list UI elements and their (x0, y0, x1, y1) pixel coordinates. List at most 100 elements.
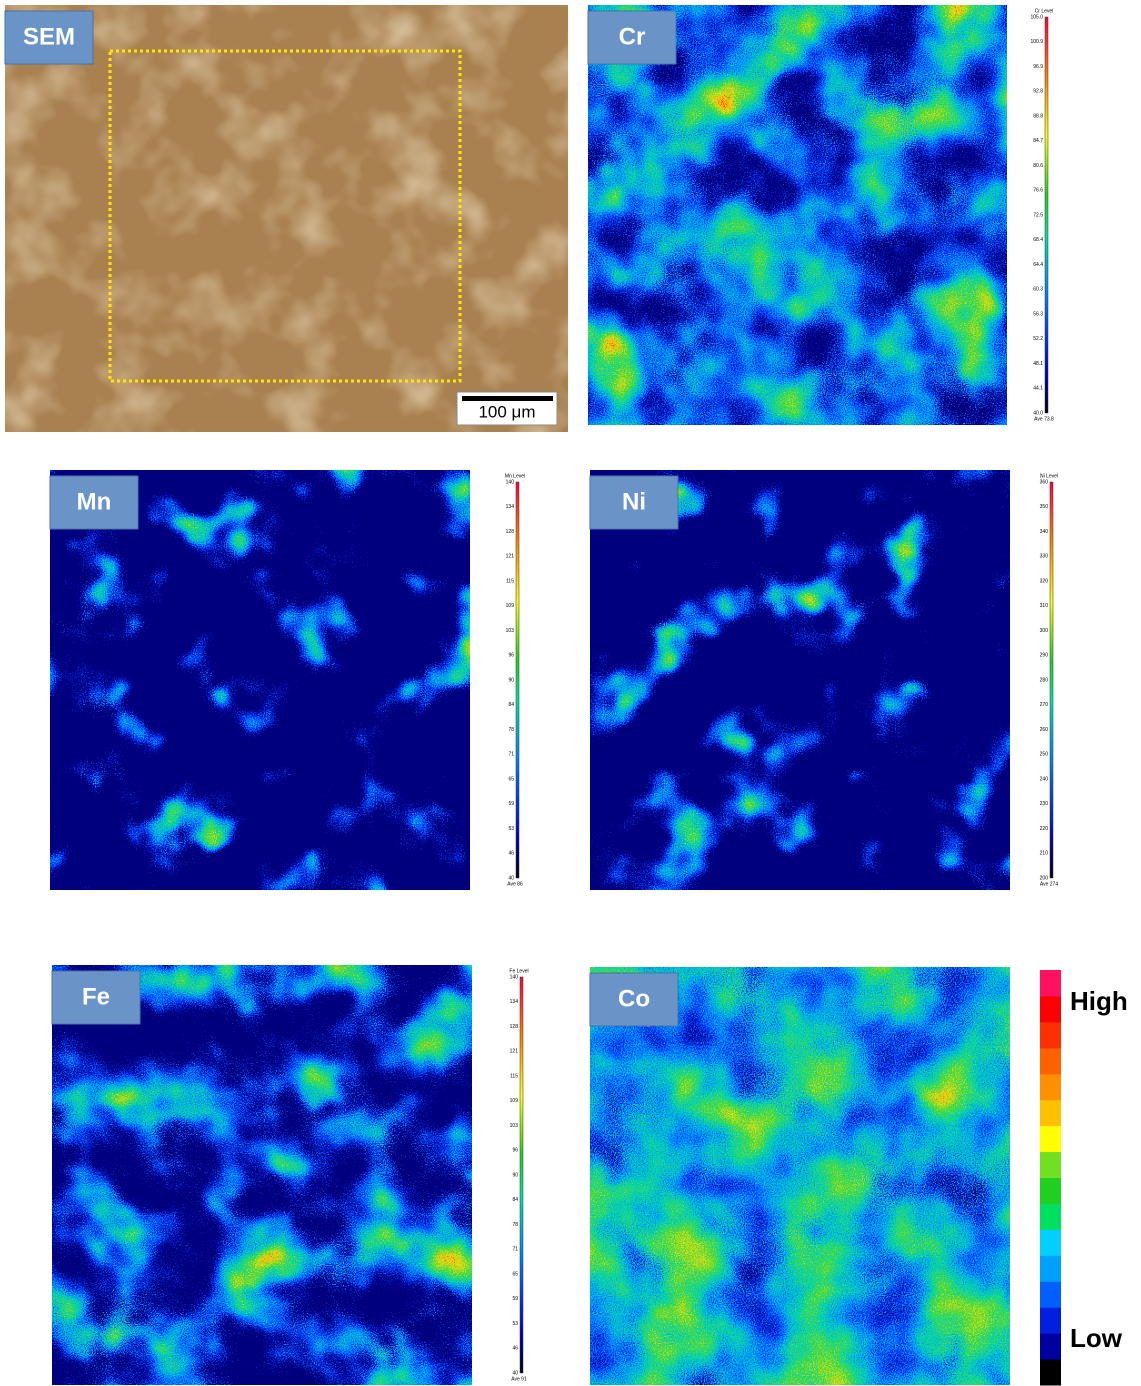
colorbar-tick-label: 52.2 (1033, 336, 1043, 342)
colorbar-tick-label: 46 (508, 851, 514, 857)
colorbar-tick-label: 290 (1040, 653, 1049, 659)
legend-band (1040, 1281, 1061, 1307)
colorbar-tick-label: 68.4 (1033, 237, 1043, 243)
legend-band (1040, 1022, 1061, 1048)
colorbar-tick-label: 103 (506, 628, 515, 634)
colorbar-tick-label: 96 (512, 1148, 518, 1154)
element-map (590, 967, 1010, 1385)
colorbar-tick-label: 105.0 (1030, 14, 1043, 20)
element-map (588, 5, 1007, 425)
panel-label: Co (618, 985, 650, 1012)
colorbar-tick-label: 280 (1040, 677, 1049, 683)
figure: 100 μmSEMCrCr Level105.0100.996.992.888.… (0, 0, 1141, 1386)
colorbar-tick-label: 56.3 (1033, 311, 1043, 317)
colorbar-tick-label: 128 (510, 1024, 519, 1030)
panel-label: Ni (622, 488, 646, 515)
colorbar (1045, 17, 1048, 413)
colorbar-tick-label: 115 (506, 578, 514, 584)
colorbar (1050, 482, 1053, 878)
legend-band (1040, 1152, 1061, 1178)
colorbar-average: Ave 86 (507, 881, 523, 887)
colorbar-tick-label: 59 (512, 1296, 518, 1302)
element-map (50, 470, 470, 890)
scale-bar (462, 396, 553, 401)
colorbar-tick-label: 330 (1040, 554, 1049, 560)
colorbar-tick-label: 78 (508, 727, 514, 733)
element-map (590, 470, 1010, 890)
panel: Co (590, 967, 1010, 1385)
legend-band (1040, 1048, 1061, 1074)
colorbar-tick-label: 65 (508, 776, 514, 782)
colorbar-tick-label: 320 (1040, 578, 1049, 584)
colorbar-tick-label: 260 (1040, 727, 1049, 733)
colorbar-tick-label: 60.3 (1033, 287, 1043, 293)
panel-label: SEM (23, 23, 75, 50)
colorbar-tick-label: 128 (506, 529, 515, 535)
colorbar-tick-label: 65 (512, 1271, 518, 1277)
colorbar-tick-label: 140 (510, 974, 519, 980)
colorbar-tick-label: 134 (506, 504, 515, 510)
panel-label: Cr (619, 23, 646, 50)
legend-band (1040, 1359, 1061, 1385)
colorbar-tick-label: 53 (508, 826, 514, 832)
panel-label: Fe (82, 983, 110, 1010)
colorbar-average: Ave 73.8 (1034, 416, 1054, 422)
colorbar-tick-label: 350 (1040, 504, 1049, 510)
colorbar-tick-label: 250 (1040, 752, 1049, 758)
legend-band (1040, 1178, 1061, 1204)
panel: 100 μm SEM (5, 5, 568, 432)
colorbar-tick-label: 240 (1040, 776, 1049, 782)
legend-band (1040, 1333, 1061, 1359)
colorbar-tick-label: 71 (512, 1247, 518, 1253)
colorbar-tick-label: 134 (510, 999, 519, 1005)
colorbar (516, 482, 519, 878)
colorbar-tick-label: 115 (510, 1073, 518, 1079)
colorbar-tick-label: 84 (512, 1197, 518, 1203)
legend-band (1040, 1126, 1061, 1152)
colorbar-tick-label: 78 (512, 1222, 518, 1228)
colorbar-tick-label: 360 (1040, 479, 1049, 485)
legend-band (1040, 1100, 1061, 1126)
colorbar-tick-label: 220 (1040, 826, 1049, 832)
colorbar-tick-label: 340 (1040, 529, 1049, 535)
colorbar-tick-label: 96.9 (1033, 64, 1043, 70)
colorbar-tick-label: 76.6 (1033, 188, 1043, 194)
legend-low: Low (1070, 1323, 1123, 1353)
colorbar-tick-label: 59 (508, 801, 514, 807)
colorbar-tick-label: 270 (1040, 702, 1049, 708)
colorbar-tick-label: 84 (508, 702, 514, 708)
colorbar-tick-label: 100.9 (1030, 39, 1043, 45)
legend-band (1040, 1074, 1061, 1100)
panel-label: Mn (77, 488, 112, 515)
legend-band (1040, 996, 1061, 1022)
colorbar-tick-label: 84.7 (1033, 138, 1043, 144)
colorbar-tick-label: 71 (508, 752, 514, 758)
colorbar-tick-label: 140 (506, 479, 515, 485)
colorbar-tick-label: 90 (512, 1172, 518, 1178)
colorbar-tick-label: 121 (506, 554, 515, 560)
scale-bar-label: 100 μm (478, 402, 535, 421)
sem-texture (5, 5, 568, 432)
legend-band (1040, 1229, 1061, 1255)
legend-high: High (1070, 986, 1128, 1016)
colorbar-tick-label: 44.1 (1033, 386, 1043, 392)
colorbar-tick-label: 121 (510, 1049, 519, 1055)
colorbar-average: Ave 91 (511, 1376, 527, 1382)
colorbar-tick-label: 90 (508, 677, 514, 683)
colorbar-tick-label: 109 (510, 1098, 519, 1104)
colorbar-tick-label: 230 (1040, 801, 1049, 807)
element-map (52, 965, 472, 1385)
legend-band (1040, 1255, 1061, 1281)
colorbar-tick-label: 300 (1040, 628, 1049, 634)
colorbar-tick-label: 80.6 (1033, 163, 1043, 169)
colorbar-tick-label: 48.1 (1033, 361, 1043, 367)
colorbar-tick-label: 109 (506, 603, 515, 609)
legend-band (1040, 1203, 1061, 1229)
colorbar-tick-label: 310 (1040, 603, 1049, 609)
colorbar (520, 977, 523, 1373)
colorbar-tick-label: 72.5 (1033, 212, 1043, 218)
